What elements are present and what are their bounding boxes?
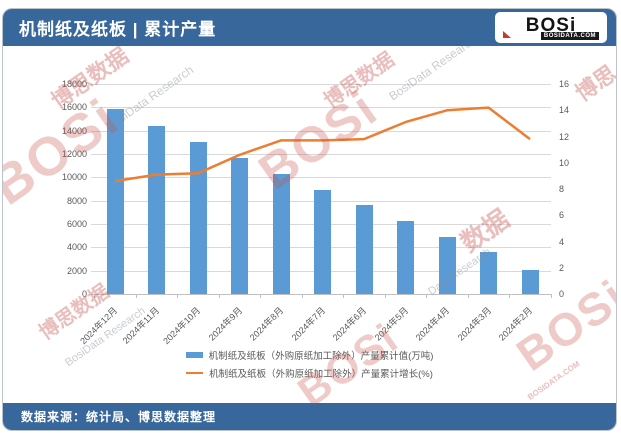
y-axis-label-left: 14000 [61, 125, 87, 136]
chart-card: 机制纸及纸板 | 累计产量 BOSi BOSIDATA.COM BOSi 博思数… [2, 8, 617, 431]
legend-bar-label: 机制纸及纸板（外购原纸加工除外）产量累计值(万吨) [208, 351, 434, 362]
bar [231, 157, 248, 294]
bar [106, 108, 124, 294]
axis-tick [343, 294, 345, 298]
y-axis-label-right: 0 [559, 289, 565, 299]
bosi-logo: BOSi BOSIDATA.COM [495, 12, 607, 43]
chart-legend: 机制纸及纸板（外购原纸加工除外）产量累计值(万吨) 机制纸及纸板（外购原纸加工除… [3, 348, 616, 380]
y-axis-label-right: 6 [559, 210, 565, 221]
bar [480, 252, 497, 294]
axis-tick [218, 294, 220, 298]
axis-tick [94, 294, 96, 298]
data-source-note: 数据来源：统计局、博思数据整理 [21, 410, 217, 424]
y-axis-label-left: 16000 [61, 102, 87, 113]
axis-tick [384, 294, 386, 298]
y-axis-label-right: 4 [559, 236, 565, 247]
y-axis-label-left: 6000 [66, 219, 87, 229]
y-axis-label-right: 12 [559, 131, 570, 142]
y-axis-label-left: 12000 [61, 149, 87, 159]
page-title: 机制纸及纸板 | 累计产量 [19, 20, 217, 39]
axis-tick [301, 294, 303, 298]
chart-area: BOSi 博思数据 BosiData Research BOSi 博思数据 Bo… [3, 46, 616, 403]
legend-line-swatch-icon [186, 371, 204, 375]
y-axis-label-right: 8 [559, 184, 565, 194]
axis-tick [426, 294, 428, 298]
axis-tick [135, 294, 137, 298]
bar [355, 205, 373, 294]
y-axis-label-right: 14 [559, 105, 570, 116]
y-axis-label-left: 18000 [61, 79, 87, 89]
bar [397, 220, 414, 294]
legend-item-bar-series: 机制纸及纸板（外购原纸加工除外）产量累计值(万吨) [185, 348, 434, 362]
header-bar: 机制纸及纸板 | 累计产量 BOSi BOSIDATA.COM [3, 9, 616, 46]
bar [189, 142, 207, 294]
gridline [91, 84, 551, 85]
y-axis-label-left: 0 [81, 289, 87, 299]
y-axis-label-right: 2 [559, 262, 565, 273]
legend-bar-swatch-icon [185, 352, 203, 358]
axis-tick [177, 294, 179, 298]
gridline [91, 154, 551, 155]
gridline [91, 107, 551, 108]
axis-tick [260, 294, 262, 298]
y-axis-label-right: 16 [559, 79, 570, 89]
bar [521, 269, 539, 294]
bar [438, 236, 456, 294]
y-axis-label-left: 4000 [66, 242, 87, 253]
legend-item-line-series: 机制纸及纸板（外购原纸加工除外）产量累计增长(%) [186, 366, 433, 380]
logo-text: BOSi [525, 14, 577, 36]
y-axis-label-left: 2000 [66, 265, 87, 276]
axis-tick [467, 294, 469, 298]
y-axis-label-left: 10000 [61, 172, 87, 183]
logo-domain: BOSIDATA.COM [540, 31, 599, 40]
logo-triangle-icon [503, 31, 511, 38]
axis-tick [550, 294, 552, 298]
growth-polyline [114, 106, 531, 183]
bar [148, 126, 165, 294]
gridline [91, 177, 551, 178]
footer-bar: 数据来源：统计局、博思数据整理 [3, 403, 616, 430]
y-axis-label-right: 10 [559, 157, 570, 168]
growth-line [114, 106, 531, 183]
bar [314, 190, 331, 294]
legend-line-label: 机制纸及纸板（外购原纸加工除外）产量累计增长(%) [209, 369, 433, 380]
x-axis-line [91, 294, 551, 295]
bar [272, 173, 290, 294]
axis-tick [509, 294, 511, 298]
y-axis-label-left: 8000 [66, 195, 87, 206]
gridline [91, 131, 551, 132]
